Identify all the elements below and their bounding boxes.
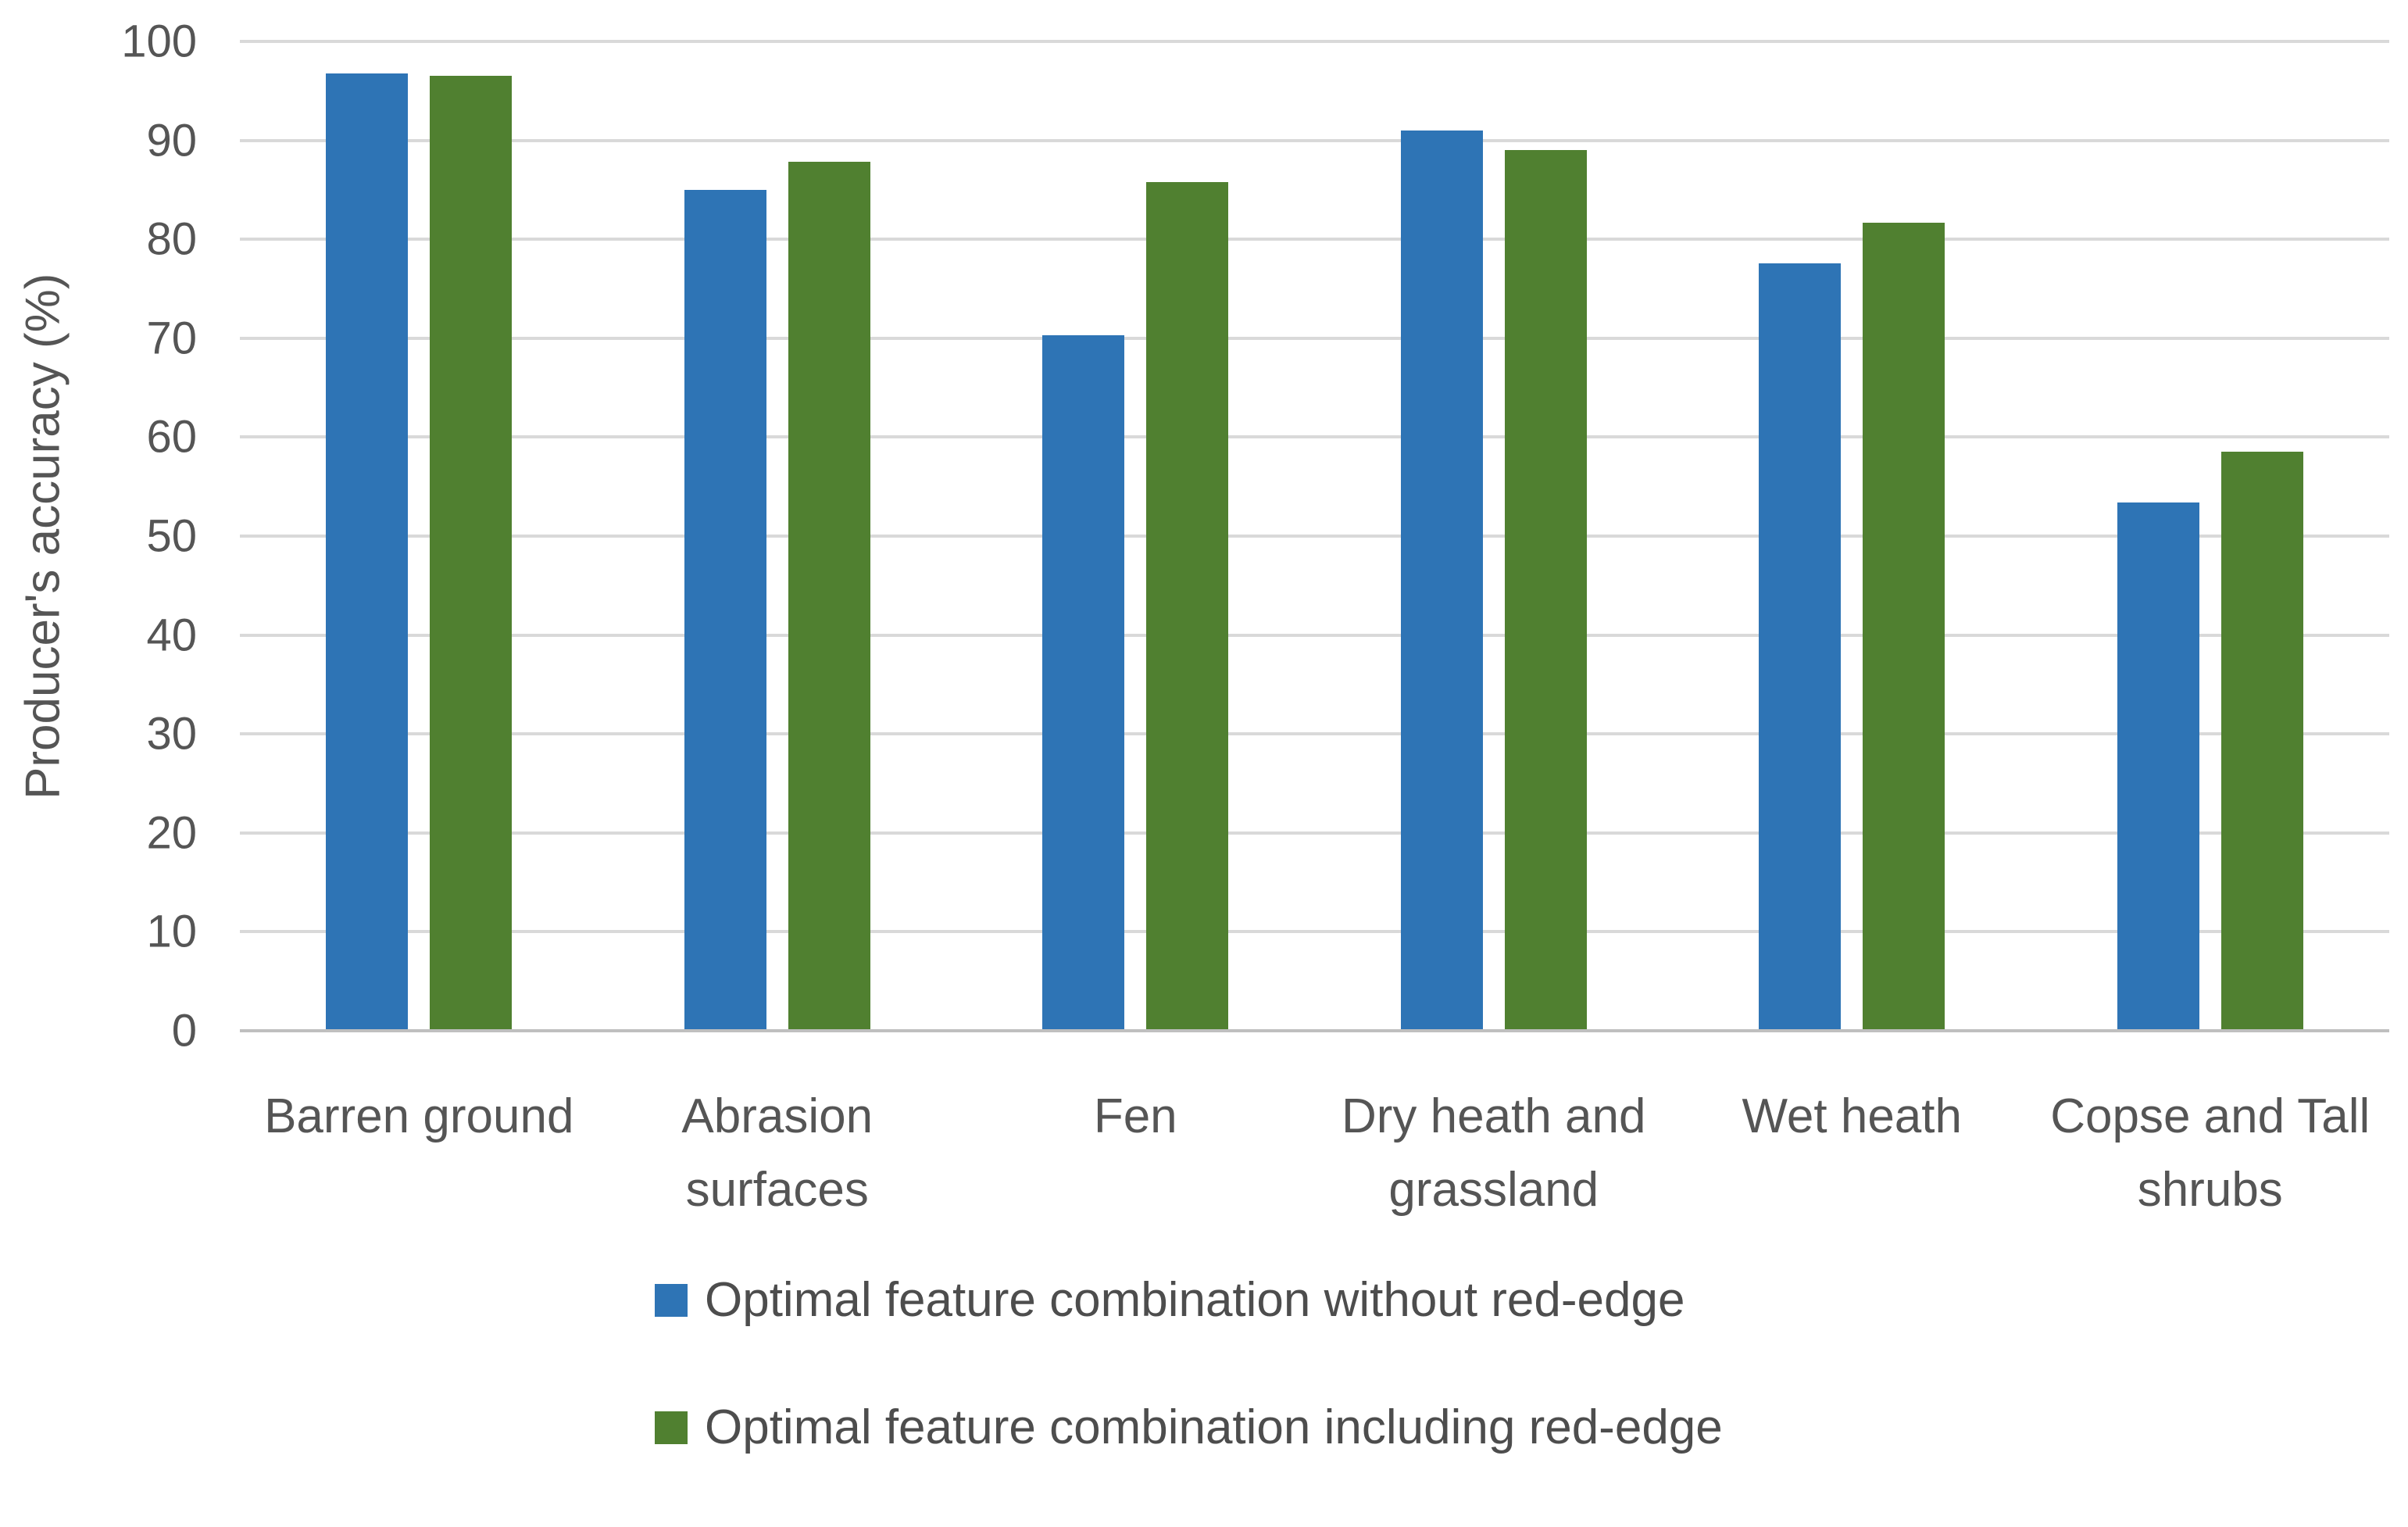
x-category-label: Abrasion surfaces <box>681 1089 874 1218</box>
y-axis-tick-label: 10 <box>146 906 197 957</box>
gridline <box>240 535 2389 538</box>
gridline <box>240 435 2389 439</box>
x-category-label: Copse and Tall shrubs <box>2050 1089 2370 1218</box>
bar <box>1146 181 1229 1031</box>
bar <box>430 76 513 1031</box>
bar-group <box>240 41 598 1031</box>
bar <box>1863 222 1945 1031</box>
gridline <box>240 238 2389 241</box>
x-category-label: Barren ground <box>264 1089 574 1143</box>
x-category-label: Dry heath and grassland <box>1342 1089 1646 1218</box>
gridline <box>240 40 2389 43</box>
legend-item: Optimal feature combination without red-… <box>655 1272 1723 1328</box>
legend-label: Optimal feature combination without red-… <box>705 1273 1685 1327</box>
x-axis-category-labels: Barren ground Abrasion surfaces Fen Dry hea… <box>240 1080 2389 1227</box>
bar <box>1759 263 1842 1031</box>
legend-marker <box>655 1411 688 1444</box>
bar <box>1400 130 1483 1031</box>
legend-marker <box>655 1283 688 1317</box>
y-axis-tick-label: 50 <box>146 510 197 562</box>
bar <box>2117 502 2199 1031</box>
bar <box>326 73 409 1031</box>
bar-group <box>1673 41 2031 1031</box>
y-axis-tick-label: 30 <box>146 708 197 760</box>
y-axis-tick-label: 80 <box>146 213 197 265</box>
x-category-label: Fen <box>1093 1089 1177 1143</box>
gridline <box>240 930 2389 934</box>
y-axis-tick-label: 0 <box>171 1005 197 1057</box>
bar <box>1504 150 1587 1031</box>
x-axis-line <box>240 1029 2389 1032</box>
y-axis-tick-label: 40 <box>146 610 197 661</box>
legend-item: Optimal feature combination including re… <box>655 1400 1723 1455</box>
y-axis-tick-label: 90 <box>146 115 197 166</box>
bar <box>788 162 870 1031</box>
legend-label: Optimal feature combination including re… <box>705 1400 1723 1454</box>
gridline <box>240 336 2389 340</box>
y-axis-tick-label: 20 <box>146 807 197 859</box>
y-axis-tick-label: 60 <box>146 411 197 463</box>
gridline <box>240 732 2389 736</box>
plot-area <box>240 40 2389 1032</box>
bar-chart: Producer's accuracy (%) 0 10 20 30 40 50 60 70 8… <box>0 16 2389 1454</box>
bar-group <box>598 41 957 1031</box>
y-axis-tick-label: 70 <box>146 313 197 364</box>
bar <box>684 189 766 1031</box>
y-axis-tick-labels: 0 10 20 30 40 50 60 70 80 90 100 <box>0 16 197 1057</box>
gridline <box>240 633 2389 637</box>
bar-group <box>1315 41 1674 1031</box>
bar <box>1042 335 1125 1031</box>
gridline <box>240 831 2389 835</box>
y-axis-tick-label: 100 <box>121 16 197 67</box>
bar-group <box>956 41 1315 1031</box>
x-category-label: Wet heath <box>1742 1089 1962 1143</box>
chart-legend: Optimal feature combination without red-… <box>655 1272 1723 1527</box>
bar-group <box>2031 41 2390 1031</box>
bar <box>2220 452 2303 1031</box>
bar-groups <box>240 41 2389 1031</box>
gridline <box>240 138 2389 142</box>
